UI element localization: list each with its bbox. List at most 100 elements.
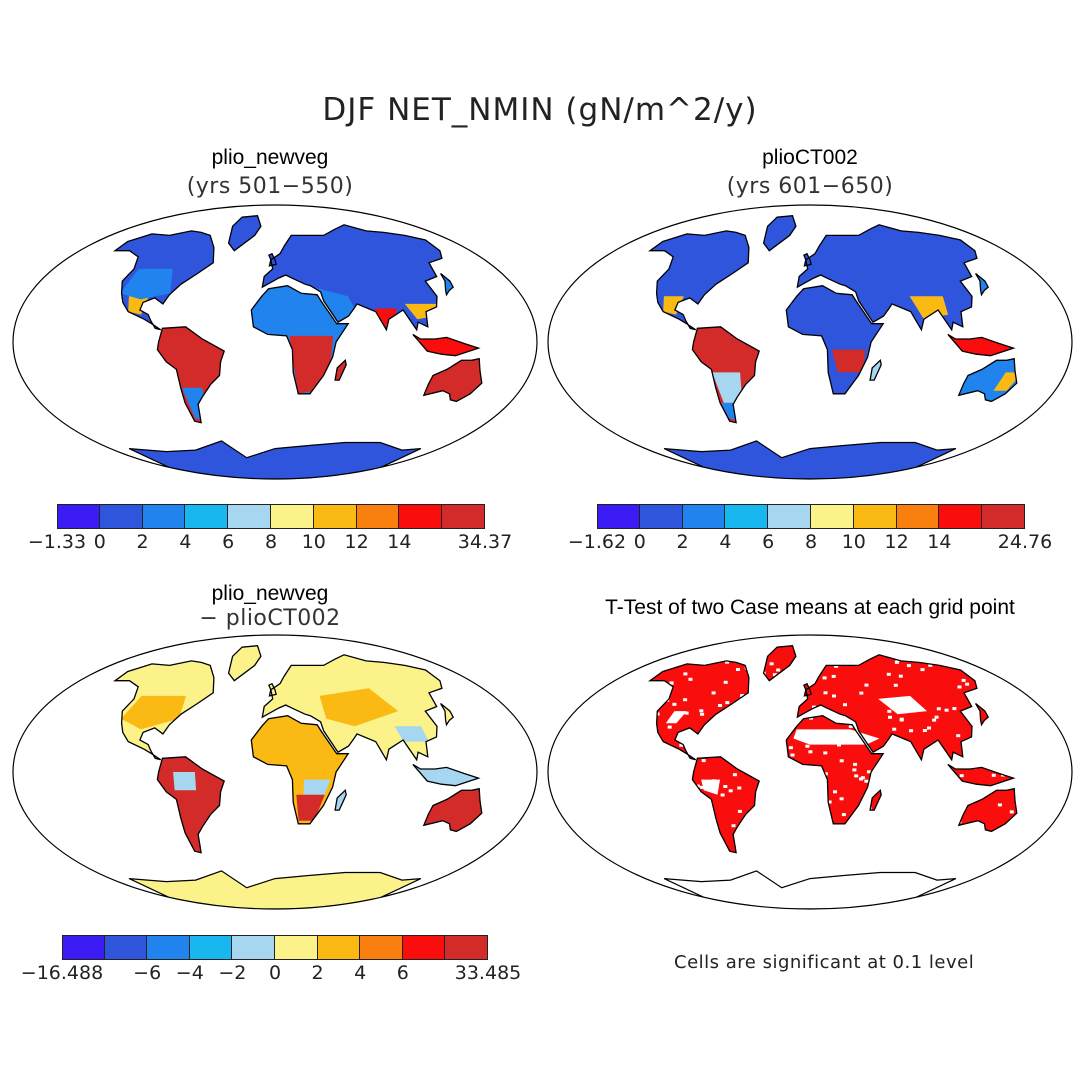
non-significant-cell [563, 767, 567, 770]
non-significant-cell [577, 794, 581, 797]
non-significant-cell [827, 800, 832, 804]
non-significant-cell [1015, 818, 1017, 822]
landmass-indonesia [947, 334, 1014, 356]
non-significant-cell [725, 701, 730, 705]
non-significant-cell [892, 727, 897, 731]
colorbar-tick-label: 2 [136, 531, 149, 553]
non-significant-cell [801, 659, 806, 663]
non-significant-cell [585, 744, 589, 747]
panel-4-title: T-Test of two Case means at each grid po… [605, 596, 1015, 619]
non-significant-cell [865, 854, 870, 858]
non-significant-cell [700, 785, 705, 789]
coastline [268, 252, 277, 267]
non-significant-cell [602, 825, 606, 828]
colorbar-swatch [356, 504, 400, 529]
non-significant-cell [741, 851, 746, 855]
colorbar-tick-label: 4 [354, 962, 367, 984]
panel-1-title: plio_newveg [211, 146, 329, 169]
colorbar-panel-1: −1.33 0 2 4 6 8 10 12 14 34.37 [28, 504, 512, 553]
non-significant-cell [688, 761, 693, 765]
non-significant-cell [843, 703, 847, 707]
non-significant-cell [859, 691, 864, 695]
non-significant-cell [728, 789, 733, 793]
non-significant-cell [683, 672, 688, 676]
map-frame [547, 634, 1073, 910]
non-significant-cell [851, 827, 856, 831]
non-significant-cell [934, 828, 939, 832]
non-significant-cell [889, 757, 894, 760]
coastline [647, 230, 750, 331]
non-significant-cell [684, 711, 689, 715]
non-significant-cell [642, 811, 646, 814]
non-significant-cell [812, 705, 816, 709]
non-significant-cell [679, 743, 684, 747]
colorbar-tick-label: 12 [884, 531, 909, 553]
non-significant-cell [887, 709, 892, 713]
coastline [762, 645, 797, 682]
non-significant-cell [669, 681, 674, 685]
panel-3-subtitle: − plioCT002 [199, 606, 341, 631]
non-significant-cell [884, 852, 889, 856]
non-significant-cell [795, 855, 800, 858]
non-significant-cell [683, 698, 688, 702]
landmass-madagascar [335, 790, 347, 811]
non-significant-cell [898, 674, 903, 678]
coastline [869, 359, 882, 381]
non-significant-cell [645, 842, 649, 845]
non-significant-cell [952, 707, 957, 711]
non-significant-cell [998, 743, 1003, 747]
non-significant-cell [772, 673, 777, 677]
colorbar-swatch [639, 504, 683, 529]
colorbar-tick-label: 12 [344, 531, 369, 553]
non-significant-cell [1025, 735, 1029, 738]
coastline [334, 359, 347, 381]
non-significant-cell [989, 721, 994, 725]
map-panel-1 [12, 204, 538, 480]
non-significant-cell [793, 806, 798, 809]
non-significant-cell [705, 659, 710, 663]
non-significant-cell [844, 738, 849, 742]
non-significant-cell [782, 755, 787, 759]
non-significant-cell [667, 725, 672, 729]
landmass-greenland [763, 645, 796, 681]
non-significant-cell [685, 848, 689, 852]
colorbar-tick-label: 4 [719, 531, 732, 553]
non-significant-cell [736, 668, 740, 671]
non-significant-cell [622, 700, 626, 703]
non-significant-cell [893, 683, 898, 687]
non-significant-cell [594, 820, 598, 823]
colorbar-tick-label: 6 [222, 531, 235, 553]
non-significant-cell [839, 759, 844, 763]
map-frame [12, 204, 538, 480]
non-significant-cell [798, 664, 803, 668]
coastline [785, 715, 885, 825]
coastline [957, 787, 1018, 833]
coastline [440, 702, 455, 727]
landmass-southAmerica [692, 756, 760, 853]
colorbar-tick-label: 10 [301, 531, 326, 553]
non-significant-cell [929, 814, 934, 818]
colorbar-swatch [313, 504, 357, 529]
non-significant-cell [1037, 746, 1041, 749]
non-significant-cell [852, 768, 857, 772]
non-significant-cell [823, 751, 828, 755]
coastline [422, 787, 483, 833]
coastline [412, 763, 481, 787]
non-significant-cell [609, 786, 613, 789]
value-region [173, 772, 197, 791]
coastline [796, 224, 978, 332]
colorbar-swatch [597, 504, 640, 529]
map-panel-4-ttest [547, 634, 1073, 910]
non-significant-cell [837, 743, 841, 747]
landmass-antarctica [129, 870, 421, 909]
colorbar-swatch [939, 504, 983, 529]
colorbar-tick-label: −16.488 [20, 962, 104, 984]
non-significant-cell [761, 837, 766, 841]
non-significant-cell [780, 781, 785, 785]
non-significant-cell [853, 762, 858, 766]
non-significant-cell [788, 746, 793, 750]
non-significant-cell [761, 799, 765, 803]
non-significant-cell [811, 767, 816, 771]
non-significant-cell [720, 793, 725, 797]
non-significant-cell [652, 715, 657, 719]
